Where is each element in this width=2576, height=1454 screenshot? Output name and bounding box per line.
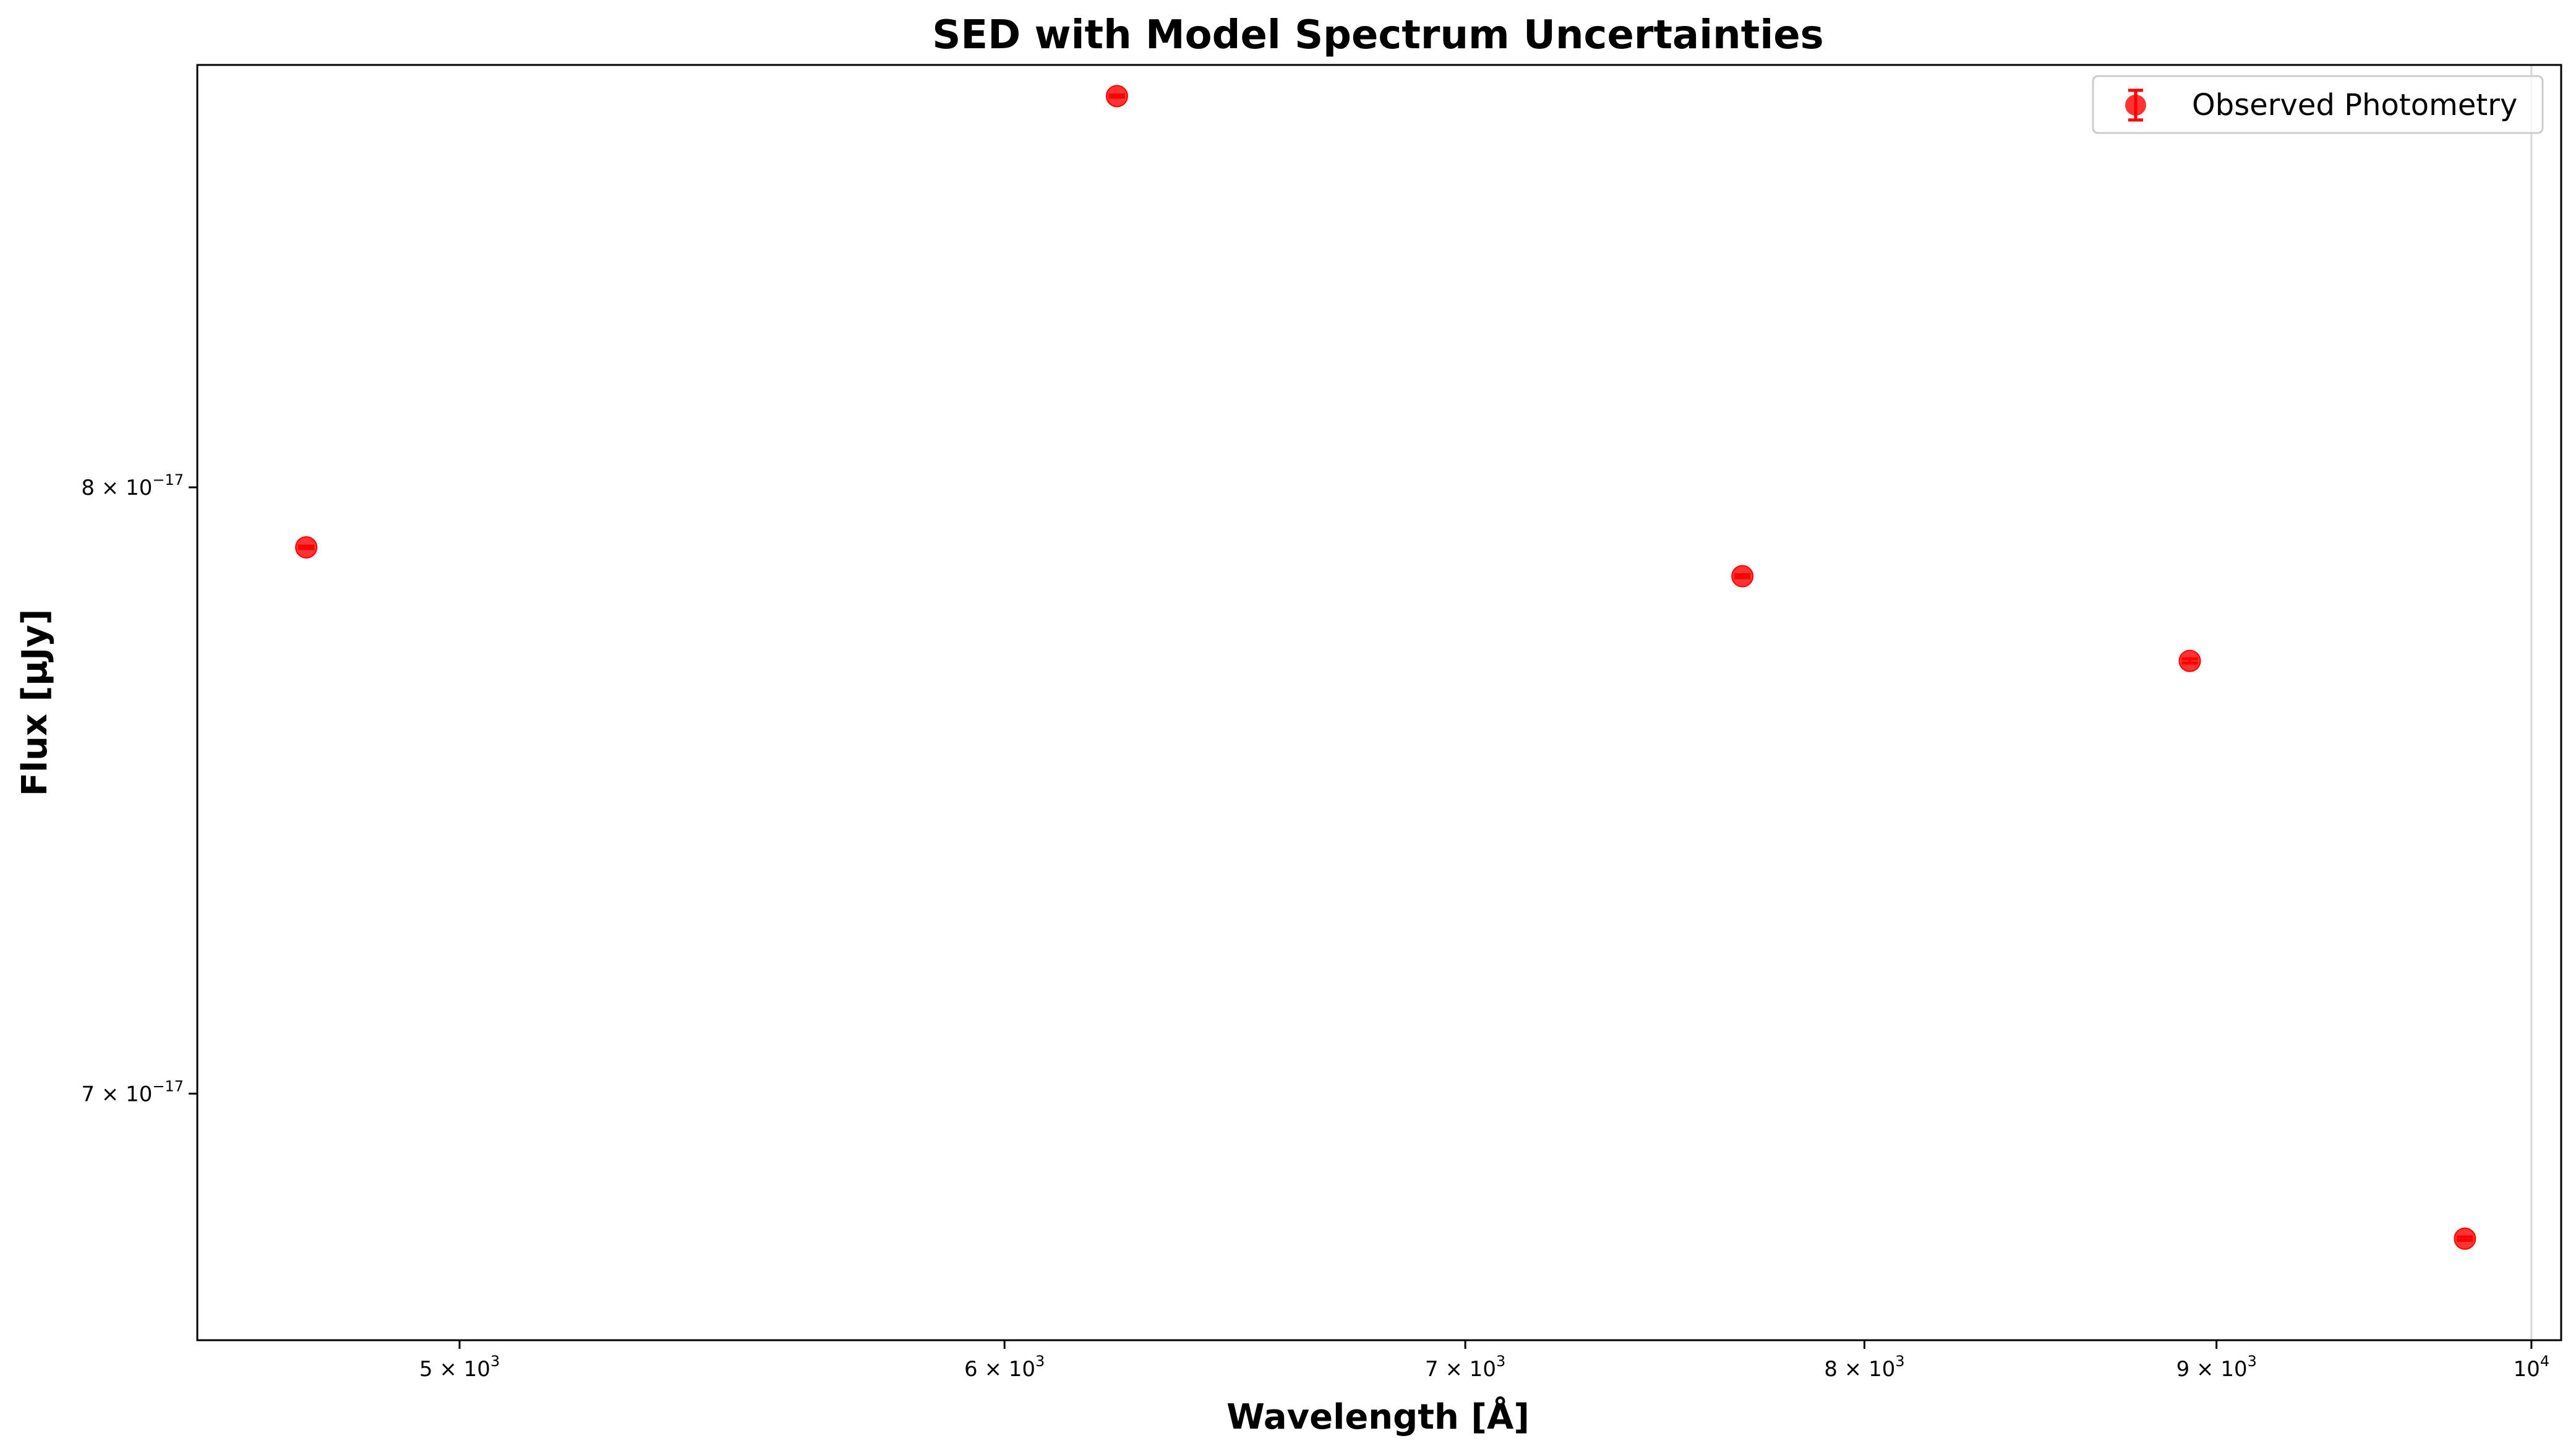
y-axis: 8 × 10−17 7 × 10−17: [81, 471, 197, 1106]
legend: Observed Photometry: [2092, 75, 2544, 134]
data-point: [295, 536, 318, 559]
legend-box: [2092, 75, 2544, 134]
y-tick-label: 8 × 10−17: [81, 471, 184, 500]
legend-marker: [2125, 95, 2146, 116]
data-point: [1105, 85, 1128, 108]
x-tick-label: 7 × 103: [1425, 1353, 1505, 1382]
x-tick-label: 8 × 103: [1824, 1353, 1904, 1382]
y-axis-label: Flux [μJy]: [15, 609, 55, 797]
data-point: [2454, 1227, 2476, 1250]
plot-frame: [196, 64, 2562, 1341]
x-tick-label: 104: [2514, 1353, 2550, 1382]
data-point: [1731, 565, 1754, 588]
y-tick-label: 7 × 10−17: [81, 1077, 184, 1106]
x-axis-label: Wavelength [Å]: [1226, 1396, 1530, 1437]
x-tick-label: 9 × 103: [2176, 1353, 2257, 1382]
chart-title: SED with Model Spectrum Uncertainties: [932, 12, 1824, 58]
x-tick-label: 6 × 103: [964, 1353, 1045, 1382]
data-layer: [295, 85, 2476, 1250]
legend-entry-label: Observed Photometry: [2192, 88, 2517, 122]
x-axis: 5 × 103 6 × 103 7 × 103 8 × 103 9 × 103 104: [419, 1340, 2549, 1382]
data-point: [2178, 649, 2201, 672]
x-tick-label: 5 × 103: [419, 1353, 500, 1382]
